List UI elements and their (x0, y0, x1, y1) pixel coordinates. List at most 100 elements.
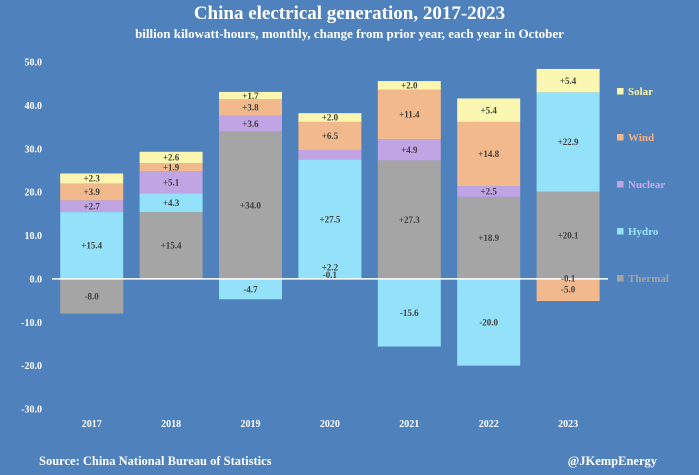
bar-segment-nuclear (60, 200, 124, 213)
bar-segment-nuclear (139, 171, 203, 194)
data-label: +2.6 (163, 153, 180, 163)
bar-segment-solar (219, 91, 282, 100)
bar-segment-hydro (457, 278, 521, 366)
y-tick-label: 50.0 (25, 58, 43, 69)
legend-swatch-nuclear (617, 181, 624, 188)
data-label: +5.1 (163, 178, 180, 188)
x-tick-label: 2018 (161, 419, 181, 430)
data-label: +14.8 (478, 149, 499, 159)
bar-segment-wind (377, 89, 441, 140)
data-label: +3.8 (242, 103, 259, 113)
bar-segment-solar (457, 98, 521, 122)
data-label: +2.3 (84, 174, 101, 184)
legend-label-solar: Solar (628, 86, 653, 98)
bar-segment-wind (298, 121, 362, 151)
x-tick-label: 2021 (399, 419, 419, 430)
data-label: +1.7 (242, 91, 259, 101)
data-label: +3.6 (242, 119, 259, 129)
legend-label-wind: Wind (628, 132, 654, 144)
bar-segment-wind (139, 163, 203, 172)
bar-segment-solar (536, 68, 600, 93)
bar-segment-wind (219, 99, 282, 116)
bar-segment-hydro (377, 278, 441, 347)
data-label: +1.9 (163, 162, 180, 172)
y-tick-label: 20.0 (25, 188, 43, 199)
data-label: +34.0 (240, 200, 261, 210)
x-axis-ticks: 2017 2018 2019 2020 2021 2022 2023 (82, 419, 578, 430)
data-label: +22.9 (558, 137, 579, 147)
source-note: Source: China National Bureau of Statist… (39, 454, 272, 468)
y-tick-label: -30.0 (21, 405, 42, 416)
bar-segment-wind (536, 279, 600, 301)
data-label: -5.0 (561, 284, 576, 294)
bar-segment-thermal (457, 196, 521, 279)
data-label: +2.7 (84, 201, 101, 211)
y-tick-label: 40.0 (25, 101, 43, 112)
x-tick-label: 2022 (479, 419, 499, 430)
bar-segment-wind (457, 121, 521, 187)
data-label: +4.9 (401, 145, 418, 155)
bar-segment-solar (298, 113, 362, 122)
data-label: +5.4 (481, 105, 498, 115)
data-label: +18.9 (478, 233, 499, 243)
data-label: +2.0 (322, 113, 339, 123)
legend-label-hydro: Hydro (628, 226, 659, 238)
x-tick-label: 2023 (558, 419, 578, 430)
data-label: +27.3 (399, 215, 420, 225)
bar-segment-nuclear (219, 115, 282, 132)
data-label: -4.7 (243, 284, 258, 294)
y-tick-label: -10.0 (21, 318, 42, 329)
bar-segment-nuclear (298, 150, 362, 160)
bar-segment-hydro (139, 193, 203, 213)
y-tick-label: 30.0 (25, 144, 43, 155)
x-tick-label: 2020 (320, 419, 340, 430)
bar-segment-thermal (219, 131, 282, 279)
bar-segment-solar (377, 81, 441, 90)
bar-segment-hydro (536, 92, 600, 192)
bar-segment-thermal (60, 278, 124, 314)
y-tick-label: 10.0 (25, 231, 43, 242)
data-label: -8.0 (85, 291, 100, 301)
chart-subtitle: billion kilowatt-hours, monthly, change … (135, 26, 564, 41)
data-label: +4.3 (163, 198, 180, 208)
legend-swatch-hydro (617, 228, 624, 235)
data-label: +6.5 (322, 131, 339, 141)
data-label: +20.1 (558, 230, 579, 240)
data-label: -0.1 (323, 270, 338, 280)
data-label: -15.6 (400, 308, 419, 318)
bar-segment-hydro (60, 212, 124, 279)
data-label: -0.1 (561, 274, 576, 284)
x-tick-label: 2019 (241, 419, 261, 430)
bar-segment-nuclear (457, 186, 521, 197)
bar-segment-wind (60, 183, 124, 201)
chart-title: China electrical generation, 2017-2023 (193, 3, 506, 24)
bar-segment-solar (60, 173, 124, 184)
data-label: +3.9 (84, 187, 101, 197)
legend-label-thermal: Thermal (628, 273, 669, 285)
legend-swatch-wind (617, 134, 624, 141)
bar-segment-thermal (139, 212, 203, 279)
legend-swatch-solar (617, 88, 624, 95)
data-label: +15.4 (81, 241, 102, 251)
data-label: +15.4 (161, 241, 182, 251)
data-label: +27.5 (319, 214, 340, 224)
data-label: +2.0 (401, 81, 418, 91)
segment-labels: -8.0+15.4+2.7+3.9+2.3+15.4+4.3+5.1+1.9+2… (81, 76, 579, 328)
bar-segment-solar (139, 151, 203, 164)
legend-label-nuclear: Nuclear (628, 179, 665, 191)
bar-segment-hydro (298, 159, 362, 279)
y-axis-ticks: 50.0 40.0 30.0 20.0 10.0 0.0 -10.0 -20.0 -30.0 (21, 58, 42, 416)
bars (60, 68, 600, 366)
data-label: +2.5 (481, 187, 498, 197)
bar-segment-thermal (536, 191, 600, 279)
credit-handle: @JKempEnergy (567, 454, 657, 468)
bar-segment-nuclear (377, 139, 441, 161)
data-label: +2.2 (322, 262, 339, 272)
legend: Solar Wind Nuclear Hydro Thermal (617, 86, 669, 285)
y-tick-label: -20.0 (21, 361, 42, 372)
data-label: -20.0 (479, 317, 498, 327)
x-tick-label: 2017 (82, 419, 102, 430)
bar-segment-thermal (377, 160, 441, 279)
bar-segment-hydro (219, 278, 282, 300)
legend-swatch-thermal (617, 275, 624, 282)
